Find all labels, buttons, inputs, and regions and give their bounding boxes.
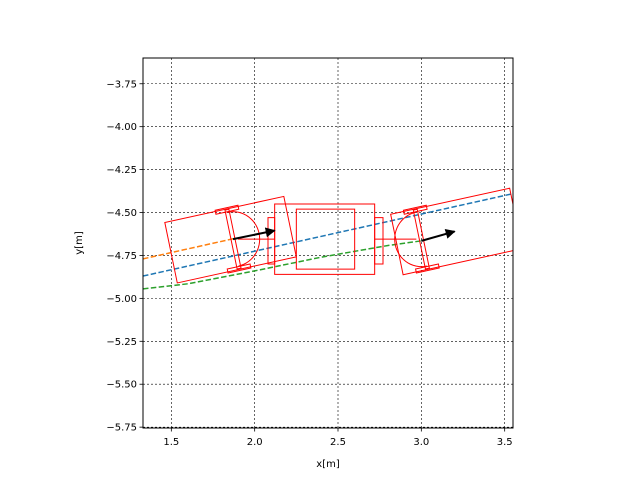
x-tick-label: 1.5 xyxy=(163,437,179,448)
tractor-chassis xyxy=(390,187,513,276)
heading-arrow xyxy=(421,229,456,242)
green-dashed-line xyxy=(143,240,422,290)
tractor-right-wheel xyxy=(414,263,440,274)
tractor-axle xyxy=(412,208,430,270)
trailer-axle xyxy=(224,208,242,270)
trailer-body-outline xyxy=(274,203,376,275)
y-axis-label: y[m] xyxy=(74,231,85,255)
trailer-cargo-outline xyxy=(295,208,356,270)
y-tick-label: −3.75 xyxy=(106,79,137,90)
orange-dashed-line xyxy=(143,238,234,260)
y-tick-label: −4.25 xyxy=(106,165,137,176)
x-tick-label: 3.0 xyxy=(413,437,429,448)
y-tick-label: −4.00 xyxy=(106,122,137,133)
heading-arrow xyxy=(232,227,276,241)
tractor-left-wheel xyxy=(402,204,428,215)
y-tick-label: −5.25 xyxy=(106,337,137,348)
x-tick-label: 2.0 xyxy=(247,437,263,448)
vehicle-drawing xyxy=(164,187,513,284)
rear-coupler xyxy=(267,217,276,265)
trailer-chassis xyxy=(164,195,297,284)
x-tick-label: 3.5 xyxy=(497,437,513,448)
grid-lines xyxy=(143,58,513,428)
y-tick-label: −5.50 xyxy=(106,380,137,391)
x-axis-label: x[m] xyxy=(316,459,340,470)
y-tick-label: −4.75 xyxy=(106,251,137,262)
y-tick-label: −4.50 xyxy=(106,208,137,219)
y-tick-label: −5.00 xyxy=(106,294,137,305)
blue-dashed-line xyxy=(143,192,513,277)
trailer-left-wheel xyxy=(214,204,240,215)
x-tick-label: 2.5 xyxy=(330,437,346,448)
front-coupler xyxy=(374,217,384,265)
trailer-right-wheel xyxy=(226,263,252,274)
trajectory-lines xyxy=(143,192,513,290)
tractor-hitch-arc xyxy=(394,211,427,268)
plot-frame xyxy=(142,57,514,429)
axis-ticks: 1.5 2.0 2.5 3.0 3.5 −3.75 −4.00 −4.25 −4.50 −4.75… xyxy=(106,79,512,448)
y-tick-label: −5.75 xyxy=(106,423,137,434)
